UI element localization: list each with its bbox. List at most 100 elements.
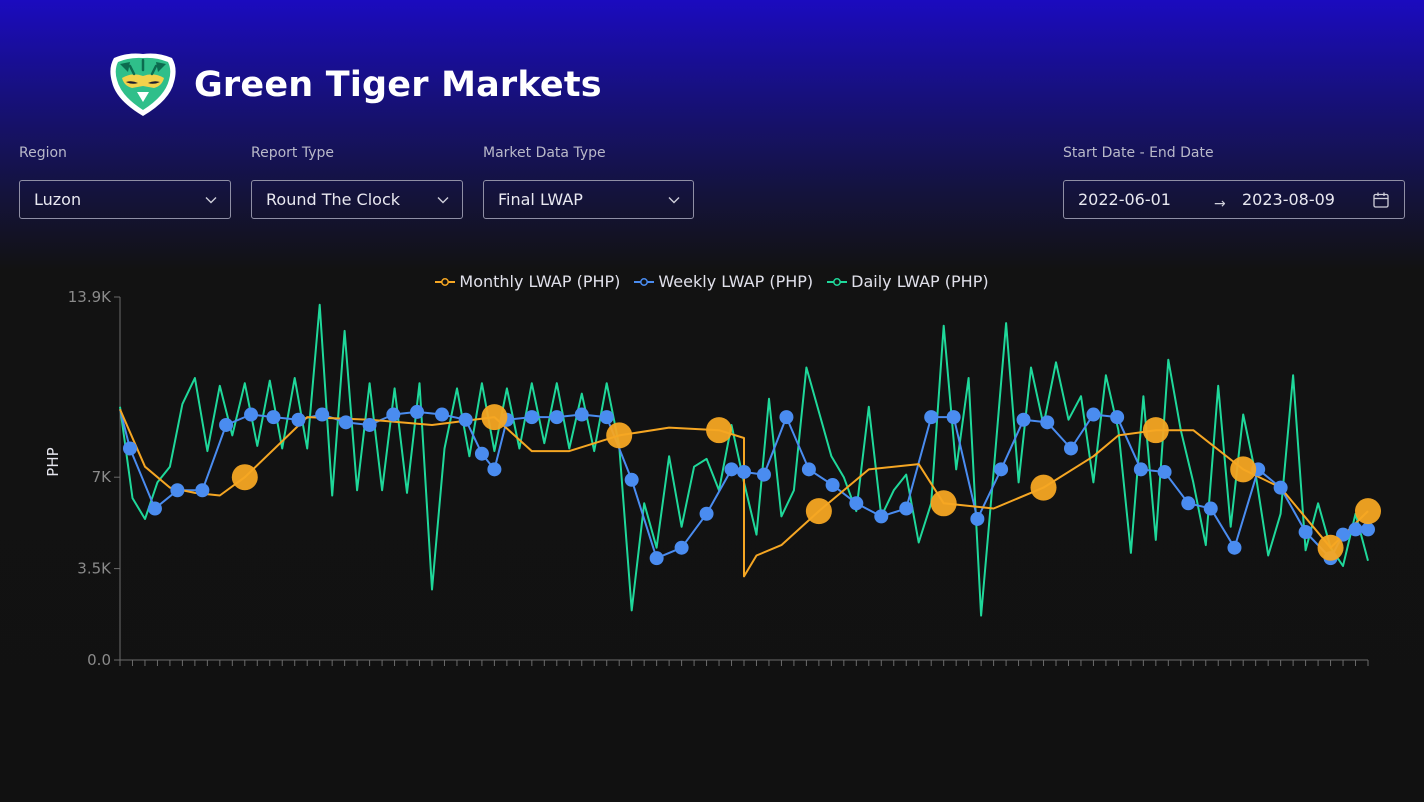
weekly-data-point bbox=[599, 410, 614, 425]
chevron-down-icon bbox=[668, 196, 680, 203]
weekly-data-point bbox=[1040, 415, 1055, 430]
monthly-data-point bbox=[805, 498, 832, 525]
monthly-data-point bbox=[930, 490, 957, 517]
weekly-data-point bbox=[779, 410, 794, 425]
weekly-data-point bbox=[899, 501, 914, 516]
monthly-data-point bbox=[481, 404, 508, 431]
weekly-data-point bbox=[699, 506, 714, 521]
monthly-data-point bbox=[1142, 417, 1169, 444]
weekly-data-point bbox=[801, 462, 816, 477]
monthly-data-point bbox=[1317, 534, 1344, 561]
weekly-data-point bbox=[924, 410, 939, 425]
tiger-logo-icon bbox=[110, 53, 176, 116]
weekly-data-point bbox=[756, 467, 771, 482]
monthly-data-point bbox=[1230, 456, 1257, 483]
market-data-type-select[interactable]: Final LWAP bbox=[483, 180, 694, 219]
brand: Green Tiger Markets bbox=[108, 52, 602, 118]
weekly-data-point bbox=[434, 407, 449, 422]
start-date-input[interactable]: 2022-06-01 bbox=[1078, 190, 1171, 209]
monthly-data-point bbox=[231, 464, 258, 491]
legend-item-daily[interactable]: Daily LWAP (PHP) bbox=[827, 272, 989, 291]
y-tick-label: 3.5K bbox=[77, 560, 112, 578]
legend-marker-daily-icon bbox=[827, 277, 848, 286]
chevron-down-icon bbox=[205, 196, 217, 203]
y-tick-label: 7K bbox=[92, 468, 113, 486]
weekly-data-point bbox=[362, 417, 377, 432]
weekly-data-point bbox=[386, 407, 401, 422]
weekly-data-point bbox=[849, 496, 864, 511]
legend-label-weekly: Weekly LWAP (PHP) bbox=[658, 272, 814, 291]
brand-name: Green Tiger Markets bbox=[194, 65, 602, 105]
date-range-label: Start Date - End Date bbox=[1063, 145, 1214, 161]
legend-marker-weekly-icon bbox=[634, 277, 655, 286]
weekly-data-point bbox=[195, 483, 210, 498]
weekly-data-point bbox=[874, 509, 889, 524]
weekly-data-point bbox=[946, 410, 961, 425]
y-axis-title: PHP bbox=[44, 447, 62, 476]
legend-marker-monthly-icon bbox=[435, 277, 456, 286]
report-type-filter: Report Type Round The Clock bbox=[251, 145, 463, 219]
weekly-data-point bbox=[1181, 496, 1196, 511]
legend-label-daily: Daily LWAP (PHP) bbox=[851, 272, 989, 291]
weekly-data-point bbox=[291, 412, 306, 427]
region-select[interactable]: Luzon bbox=[19, 180, 231, 219]
weekly-data-point bbox=[737, 464, 751, 479]
weekly-data-point bbox=[1133, 462, 1148, 477]
region-filter: Region Luzon bbox=[19, 145, 231, 219]
weekly-data-point bbox=[825, 478, 840, 493]
weekly-data-point bbox=[244, 407, 259, 422]
weekly-data-point bbox=[219, 417, 234, 432]
weekly-data-point bbox=[1336, 527, 1351, 542]
weekly-data-point bbox=[674, 540, 689, 555]
weekly-data-point bbox=[410, 404, 425, 419]
weekly-data-point bbox=[724, 462, 739, 477]
weekly-data-point bbox=[1298, 525, 1313, 540]
weekly-data-point bbox=[970, 511, 985, 526]
weekly-data-point bbox=[487, 462, 502, 477]
legend-item-weekly[interactable]: Weekly LWAP (PHP) bbox=[634, 272, 813, 291]
report-type-label: Report Type bbox=[251, 145, 335, 161]
weekly-data-point bbox=[524, 410, 539, 425]
weekly-data-point bbox=[1110, 410, 1125, 425]
weekly-data-point bbox=[122, 441, 137, 456]
report-type-select[interactable]: Round The Clock bbox=[251, 180, 463, 219]
chevron-down-icon bbox=[437, 196, 449, 203]
weekly-data-point bbox=[1063, 441, 1078, 456]
weekly-data-point bbox=[474, 446, 489, 461]
region-label: Region bbox=[19, 145, 67, 161]
monthly-data-point bbox=[606, 422, 633, 449]
weekly-data-point bbox=[549, 410, 564, 425]
legend-label-monthly: Monthly LWAP (PHP) bbox=[459, 272, 621, 291]
weekly-data-point bbox=[338, 415, 353, 430]
report-type-value: Round The Clock bbox=[266, 190, 401, 209]
weekly-data-point bbox=[1086, 407, 1101, 422]
weekly-data-point bbox=[574, 407, 589, 422]
weekly-data-point bbox=[147, 501, 162, 516]
weekly-data-point bbox=[624, 472, 639, 487]
weekly-data-point bbox=[1227, 540, 1242, 555]
monthly-data-point bbox=[706, 417, 733, 444]
market-data-type-filter: Market Data Type Final LWAP bbox=[483, 145, 694, 219]
weekly-data-point bbox=[266, 410, 281, 425]
legend-item-monthly[interactable]: Monthly LWAP (PHP) bbox=[435, 272, 620, 291]
date-range-filter: Start Date - End Date 2022-06-01 → 2023-… bbox=[1063, 145, 1405, 219]
end-date-input[interactable]: 2023-08-09 bbox=[1242, 190, 1335, 209]
calendar-icon[interactable] bbox=[1372, 191, 1390, 209]
weekly-data-point bbox=[1203, 501, 1218, 516]
date-separator-icon: → bbox=[1214, 195, 1226, 212]
date-range-picker[interactable]: 2022-06-01 → 2023-08-09 bbox=[1063, 180, 1405, 219]
y-tick-label: 13.9K bbox=[68, 288, 112, 306]
market-data-type-value: Final LWAP bbox=[498, 190, 583, 209]
weekly-data-point bbox=[458, 412, 473, 427]
chart-legend: Monthly LWAP (PHP) Weekly LWAP (PHP) Dai… bbox=[0, 272, 1424, 291]
y-tick-label: 0.0 bbox=[87, 651, 111, 669]
market-data-type-label: Market Data Type bbox=[483, 145, 606, 161]
monthly-data-point bbox=[1030, 474, 1057, 501]
weekly-data-point bbox=[1348, 522, 1363, 537]
weekly-data-point bbox=[649, 551, 664, 566]
weekly-data-point bbox=[170, 483, 185, 498]
weekly-data-point bbox=[1016, 412, 1031, 427]
monthly-data-point bbox=[1355, 498, 1381, 525]
weekly-data-point bbox=[315, 407, 330, 422]
